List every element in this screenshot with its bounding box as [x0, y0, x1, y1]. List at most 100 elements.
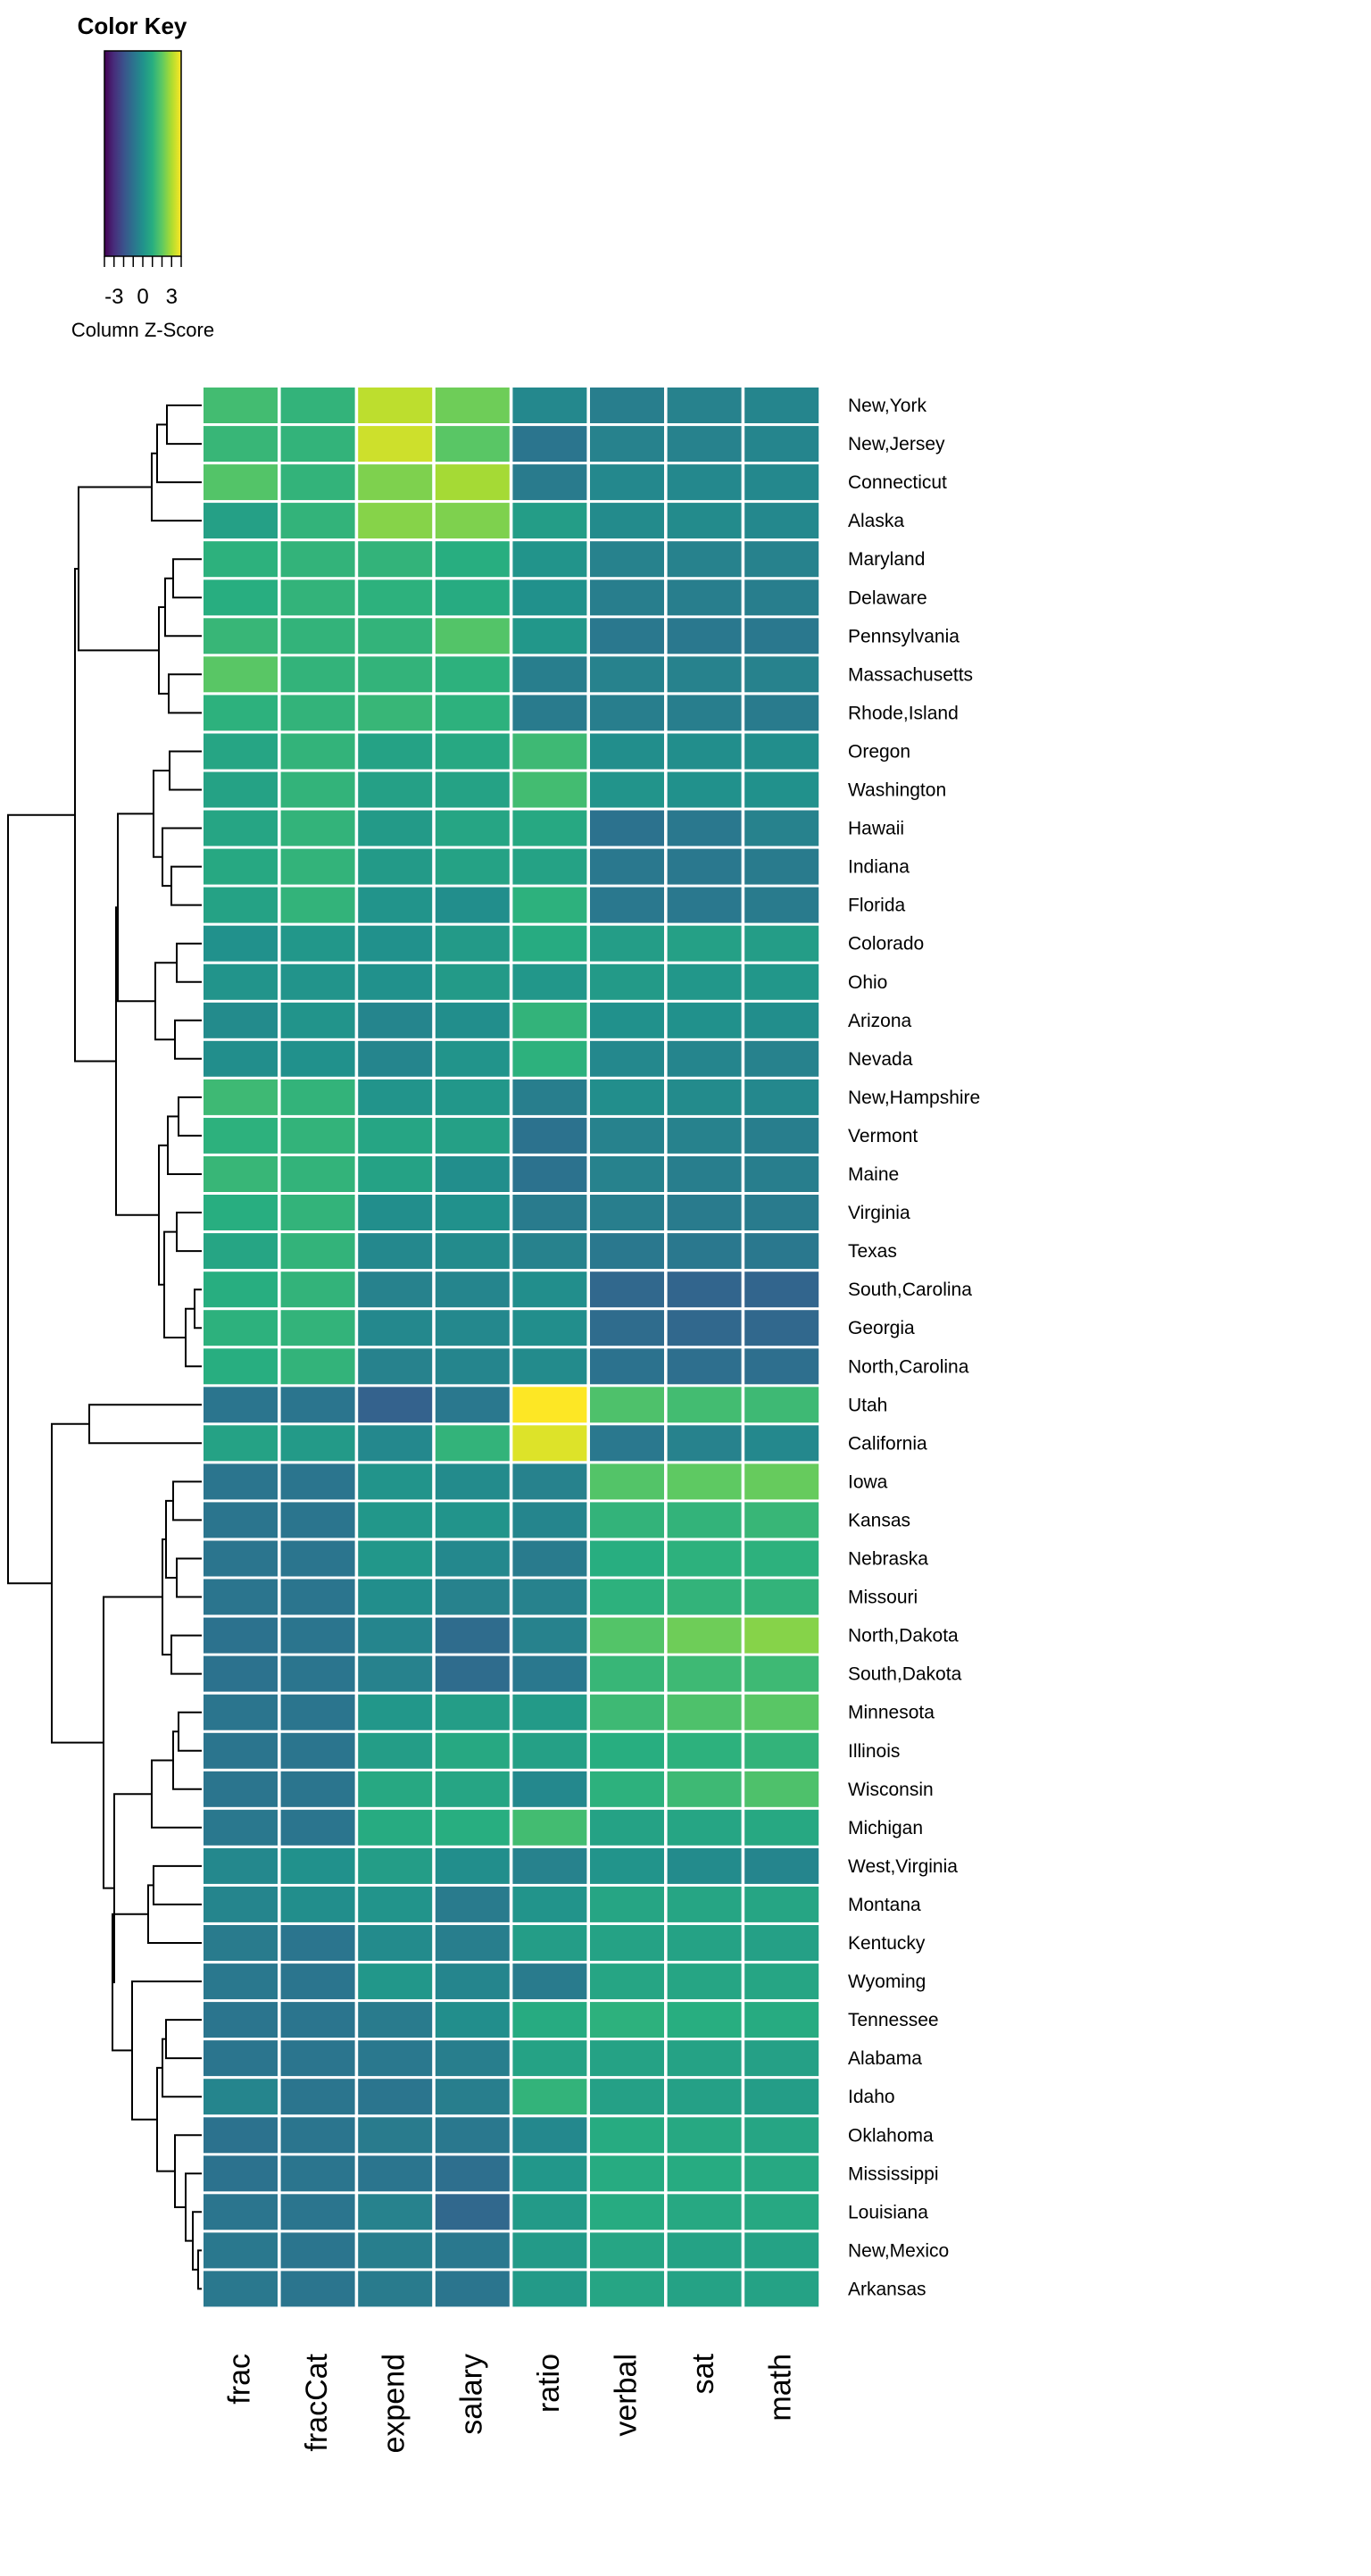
heatmap-cell — [667, 1617, 742, 1654]
color-key-gradient — [104, 50, 182, 257]
heatmap-cell — [435, 1925, 510, 1961]
row-label: Maryland — [848, 549, 925, 570]
heatmap-cell — [435, 464, 510, 501]
heatmap-cell — [435, 1732, 510, 1769]
heatmap-cell — [512, 2155, 587, 2192]
heatmap-cell — [667, 1502, 742, 1538]
heatmap-cell — [358, 1233, 433, 1270]
color-key-tick-label: -3 — [104, 285, 123, 309]
heatmap-cell — [435, 771, 510, 808]
color-key-ticks: -3 0 3 — [104, 256, 182, 309]
dendrogram-branch — [151, 1759, 202, 1829]
heatmap-cell — [280, 1694, 355, 1730]
heatmap-cell — [358, 1847, 433, 1884]
heatmap-cell — [744, 1732, 819, 1769]
heatmap-cell — [667, 1310, 742, 1346]
column-label: math — [764, 2354, 798, 2422]
heatmap-cell — [435, 1271, 510, 1308]
heatmap-cell — [744, 1348, 819, 1385]
heatmap-cell — [590, 1002, 664, 1038]
row-label: Indiana — [848, 857, 910, 878]
heatmap-cell — [512, 733, 587, 770]
heatmap-cell — [512, 1271, 587, 1308]
dendrogram-branch — [165, 1499, 177, 1579]
heatmap-cell — [744, 1502, 819, 1538]
dendrogram-branch — [176, 942, 202, 983]
heatmap-cell — [667, 2117, 742, 2154]
heatmap-cell — [744, 2002, 819, 2038]
heatmap-cell — [280, 464, 355, 501]
heatmap-cell — [744, 1233, 819, 1270]
heatmap-cell — [667, 1233, 742, 1270]
heatmap-cell — [512, 1540, 587, 1577]
heatmap-cell — [590, 1348, 664, 1385]
heatmap-cell — [667, 1387, 742, 1423]
heatmap-cell — [204, 579, 278, 616]
row-label: Massachusetts — [848, 664, 973, 685]
heatmap-cell — [204, 388, 278, 423]
heatmap-cell — [204, 1732, 278, 1769]
heatmap-cell — [512, 771, 587, 808]
heatmap-cell — [590, 771, 664, 808]
heatmap-cell — [435, 925, 510, 962]
heatmap-cell — [358, 1771, 433, 1807]
heatmap-cell — [667, 2232, 742, 2269]
heatmap-cell — [590, 1425, 664, 1462]
color-key-label: Column Z-Score — [71, 319, 214, 341]
dendrogram-branch — [172, 1730, 202, 1790]
heatmap-cell — [744, 2117, 819, 2154]
row-label: New,Hampshire — [848, 1088, 980, 1108]
heatmap-cell — [744, 1694, 819, 1730]
heatmap-cell — [667, 1925, 742, 1961]
heatmap-cell — [667, 810, 742, 846]
heatmap-cell — [512, 579, 587, 616]
heatmap-cell — [358, 1156, 433, 1192]
heatmap-cell — [358, 1925, 433, 1961]
heatmap-cell — [358, 2002, 433, 2038]
row-label: Tennessee — [848, 2010, 939, 2030]
heatmap-cell — [590, 618, 664, 654]
heatmap-cell — [590, 2232, 664, 2269]
dendrogram-branch — [164, 577, 202, 638]
row-label: Nebraska — [848, 1549, 928, 1570]
dendrogram-branch — [103, 1596, 162, 1889]
column-label: fracCat — [300, 2353, 334, 2451]
dendrogram-branch — [172, 1480, 202, 1521]
heatmap-cell — [667, 2002, 742, 2038]
heatmap-cell — [435, 2079, 510, 2115]
row-label: Connecticut — [848, 472, 947, 493]
heatmap-cell — [204, 464, 278, 501]
heatmap-cell — [512, 1463, 587, 1500]
heatmap-cell — [744, 1425, 819, 1462]
heatmap-cell — [512, 1771, 587, 1807]
heatmap-cell — [667, 541, 742, 578]
heatmap-cell — [590, 2040, 664, 2077]
dendrogram-branch — [168, 673, 202, 714]
heatmap-cell — [358, 656, 433, 693]
dendrogram-branch — [176, 1557, 202, 1598]
heatmap-cell — [512, 656, 587, 693]
heatmap-cell — [590, 733, 664, 770]
heatmap-cell — [590, 695, 664, 731]
heatmap-cell — [435, 1079, 510, 1115]
heatmap-cell — [358, 963, 433, 1000]
heatmap-cell — [358, 2079, 433, 2115]
heatmap-cell — [358, 1002, 433, 1038]
heatmap-cell — [358, 503, 433, 539]
heatmap-cell — [590, 1771, 664, 1807]
color-key-title: Color Key — [78, 13, 187, 39]
heatmap-cell — [590, 848, 664, 885]
heatmap-cell — [667, 1156, 742, 1192]
heatmap-cell — [667, 388, 742, 423]
heatmap-cell — [512, 1040, 587, 1077]
heatmap-cell — [358, 1617, 433, 1654]
heatmap-cell — [667, 1886, 742, 1922]
heatmap-cell — [744, 579, 819, 616]
heatmap-cell — [358, 1425, 433, 1462]
row-label: Illinois — [848, 1741, 900, 1762]
row-label: Hawaii — [848, 819, 904, 839]
heatmap-cell — [512, 1079, 587, 1115]
heatmap-cell — [435, 695, 510, 731]
heatmap-cell — [280, 2117, 355, 2154]
heatmap-cell — [435, 1463, 510, 1500]
